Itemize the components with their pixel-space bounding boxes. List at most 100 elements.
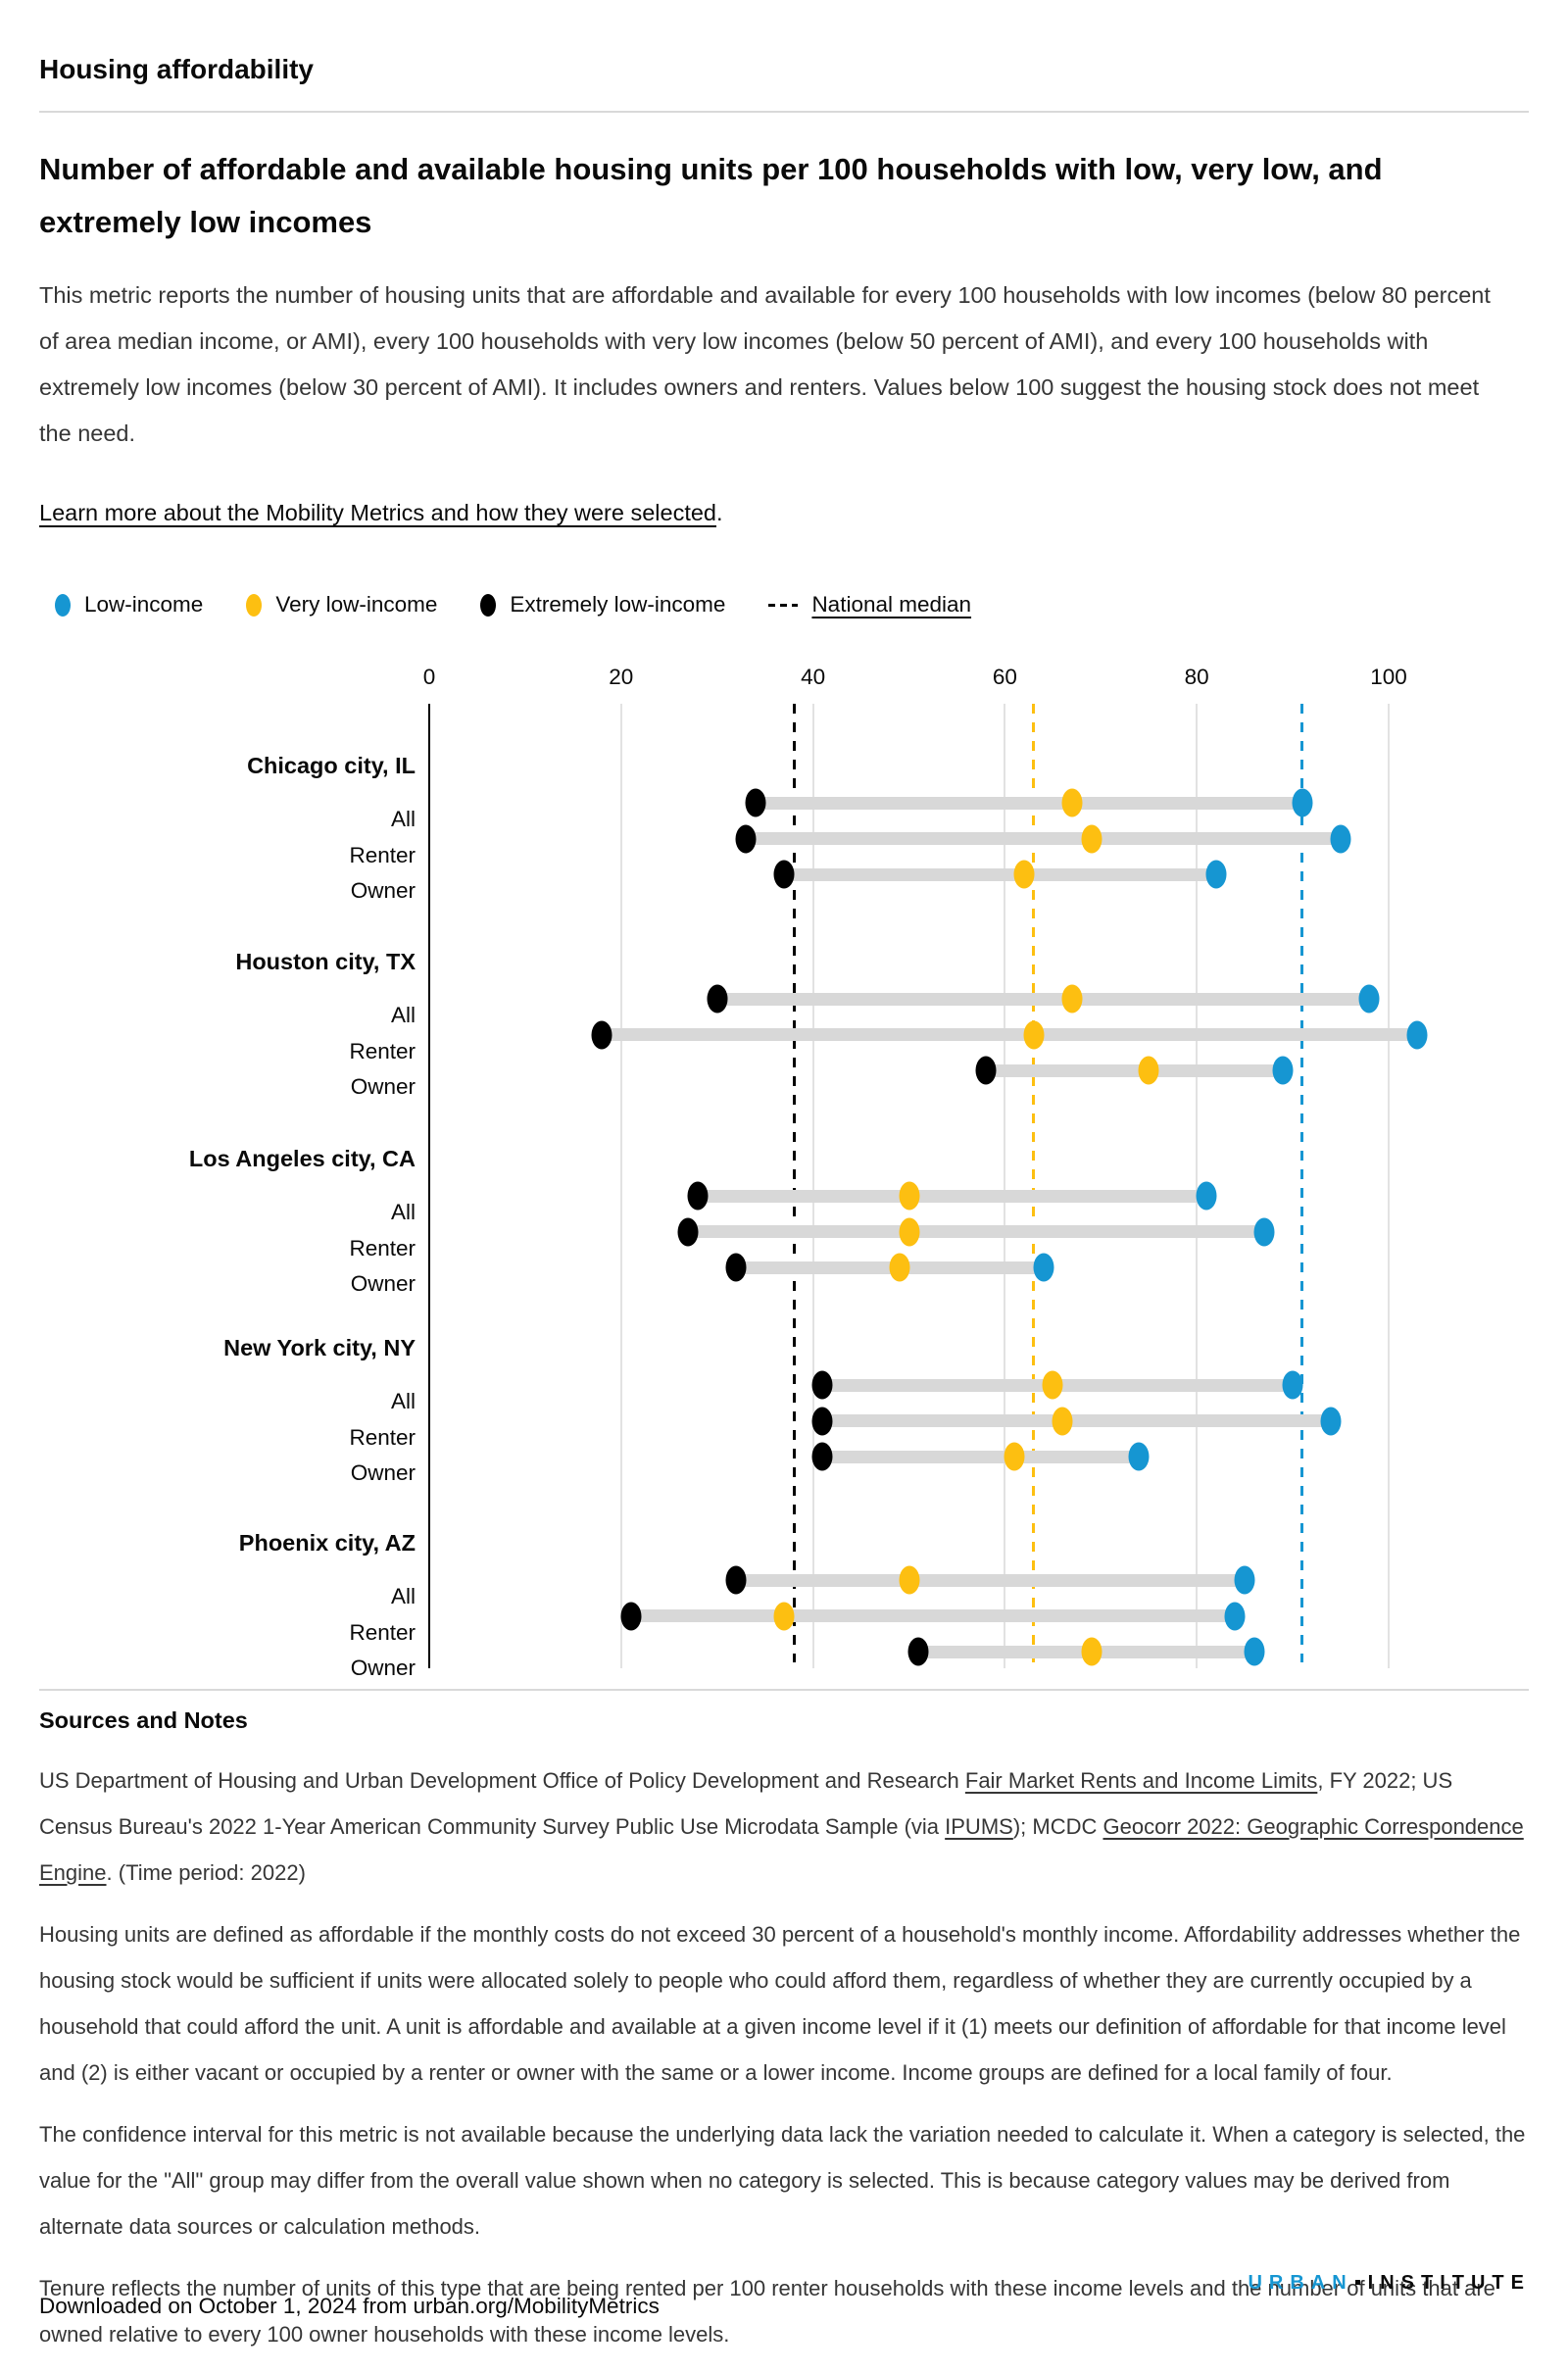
chart-legend: Low-income Very low-income Extremely low-i… — [55, 592, 971, 618]
source-link[interactable]: Geocorr 2022: Geographic Correspondence … — [39, 1814, 1524, 1885]
chart-description: This metric reports the number of housin… — [39, 282, 1491, 446]
dot-low-income[interactable] — [1253, 1217, 1275, 1246]
dot-low-income[interactable] — [1205, 860, 1227, 889]
note-paragraph-1: Housing units are defined as affordable … — [39, 1922, 1521, 2085]
source-text-segment: . (Time period: 2022) — [106, 1860, 306, 1885]
connector-bar — [736, 1573, 1246, 1587]
header-divider — [39, 111, 1529, 113]
row-label: All — [390, 1003, 416, 1027]
dot-extremely-low-income[interactable] — [773, 860, 795, 889]
legend-item-label: Extremely low-income — [510, 592, 726, 617]
dot-low-income[interactable] — [1196, 1181, 1217, 1211]
connector-bar — [784, 867, 1216, 881]
source-link[interactable]: IPUMS — [945, 1814, 1013, 1839]
dot-very-low-income[interactable] — [899, 1565, 919, 1595]
dot-low-income[interactable] — [1358, 984, 1380, 1013]
connector-bar — [985, 1063, 1284, 1077]
dot-low-income[interactable] — [1282, 1370, 1303, 1400]
source-link[interactable]: Fair Market Rents and Income Limits — [964, 1768, 1318, 1793]
gridline — [1196, 704, 1199, 1668]
dot-low-income[interactable] — [1224, 1602, 1246, 1630]
connector-bar — [630, 1609, 1236, 1622]
connector-bar — [602, 1028, 1418, 1041]
dot-very-low-income[interactable] — [889, 1253, 910, 1282]
dot-extremely-low-income[interactable] — [811, 1442, 833, 1471]
x-tick-label: 0 — [422, 665, 436, 689]
connector-bar — [822, 1414, 1332, 1427]
dashed-line-icon — [768, 603, 799, 607]
legend-item-label: Very low-income — [275, 592, 438, 617]
connector-bar — [698, 1189, 1206, 1203]
dot-extremely-low-income[interactable] — [745, 788, 766, 817]
dot-very-low-income[interactable] — [773, 1602, 795, 1630]
dot-extremely-low-income[interactable] — [811, 1370, 833, 1400]
dot-low-income[interactable] — [1033, 1253, 1054, 1282]
dot-very-low-income[interactable] — [1023, 1020, 1045, 1049]
download-note: Downloaded on October 1, 2024 from urban… — [39, 2294, 660, 2318]
row-label: Renter — [349, 842, 416, 867]
dot-very-low-income[interactable] — [1081, 824, 1102, 853]
city-label: Houston city, TX — [235, 949, 416, 974]
dot-low-income[interactable] — [1320, 1407, 1342, 1435]
dot-low-income[interactable] — [1244, 1637, 1265, 1666]
row-label: All — [390, 1584, 416, 1608]
legend-item-extremely-low-income: Extremely low-income — [480, 592, 725, 618]
dot-low-income[interactable] — [1128, 1442, 1150, 1471]
x-tick-label: 20 — [609, 665, 634, 689]
dot-extremely-low-income[interactable] — [725, 1253, 747, 1282]
dot-very-low-income[interactable] — [1138, 1056, 1159, 1085]
dot-extremely-low-income[interactable] — [811, 1407, 833, 1435]
row-label: Owner — [350, 1656, 416, 1680]
gridline — [811, 704, 814, 1668]
dot-very-low-income[interactable] — [1081, 1637, 1102, 1666]
dot-very-low-income[interactable] — [1052, 1407, 1073, 1435]
y-axis-line — [428, 704, 430, 1668]
dot-very-low-income[interactable] — [899, 1217, 919, 1246]
dot-low-income[interactable] — [1292, 788, 1313, 817]
city-label: Chicago city, IL — [247, 753, 416, 778]
legend-dot-icon — [55, 593, 71, 617]
dot-very-low-income[interactable] — [1004, 1442, 1025, 1471]
urban-institute-logo: URBAN INSTITUTE — [1248, 2272, 1531, 2295]
dot-extremely-low-income[interactable] — [687, 1181, 709, 1211]
learn-more-line: Learn more about the Mobility Metrics an… — [39, 500, 723, 526]
dot-very-low-income[interactable] — [1061, 788, 1083, 817]
dot-extremely-low-income[interactable] — [975, 1056, 997, 1085]
legend-dot-icon — [480, 593, 497, 617]
row-label: Renter — [349, 1038, 416, 1063]
chart-bottom-divider — [39, 1689, 1529, 1691]
gridline — [1004, 704, 1006, 1668]
x-tick-label: 60 — [992, 665, 1017, 689]
dot-extremely-low-income[interactable] — [735, 824, 757, 853]
legend-item-national-median: National median — [768, 592, 971, 618]
dot-extremely-low-income[interactable] — [677, 1217, 699, 1246]
row-label: Owner — [350, 1460, 416, 1485]
x-tick-label: 40 — [801, 665, 826, 689]
page-title: Housing affordability — [39, 54, 314, 84]
dot-very-low-income[interactable] — [1013, 860, 1035, 889]
legend-national-median-label[interactable]: National median — [811, 592, 972, 617]
gridline — [1388, 704, 1390, 1668]
dot-extremely-low-income[interactable] — [907, 1637, 929, 1666]
dot-extremely-low-income[interactable] — [725, 1565, 747, 1595]
row-label: Renter — [349, 1619, 416, 1645]
dot-extremely-low-income[interactable] — [707, 984, 728, 1013]
dot-very-low-income[interactable] — [1061, 984, 1083, 1013]
dot-very-low-income[interactable] — [1042, 1370, 1063, 1400]
dot-extremely-low-income[interactable] — [591, 1020, 612, 1049]
dot-low-income[interactable] — [1272, 1056, 1294, 1085]
connector-bar — [755, 796, 1302, 810]
legend-item-label: Low-income — [84, 592, 204, 617]
city-label: Phoenix city, AZ — [238, 1530, 416, 1556]
dot-low-income[interactable] — [1406, 1020, 1428, 1049]
dot-low-income[interactable] — [1234, 1565, 1255, 1595]
source-text-segment: US Department of Housing and Urban Devel… — [39, 1768, 965, 1793]
median-line-extremely-low-income — [792, 704, 796, 1662]
source-text-segment: ); MCDC — [1012, 1814, 1103, 1839]
x-tick-label: 80 — [1184, 665, 1209, 689]
dot-extremely-low-income[interactable] — [620, 1602, 642, 1630]
dot-very-low-income[interactable] — [899, 1181, 919, 1211]
learn-more-link[interactable]: Learn more about the Mobility Metrics an… — [39, 500, 716, 525]
row-label: Renter — [349, 1424, 416, 1450]
dot-low-income[interactable] — [1330, 824, 1351, 853]
